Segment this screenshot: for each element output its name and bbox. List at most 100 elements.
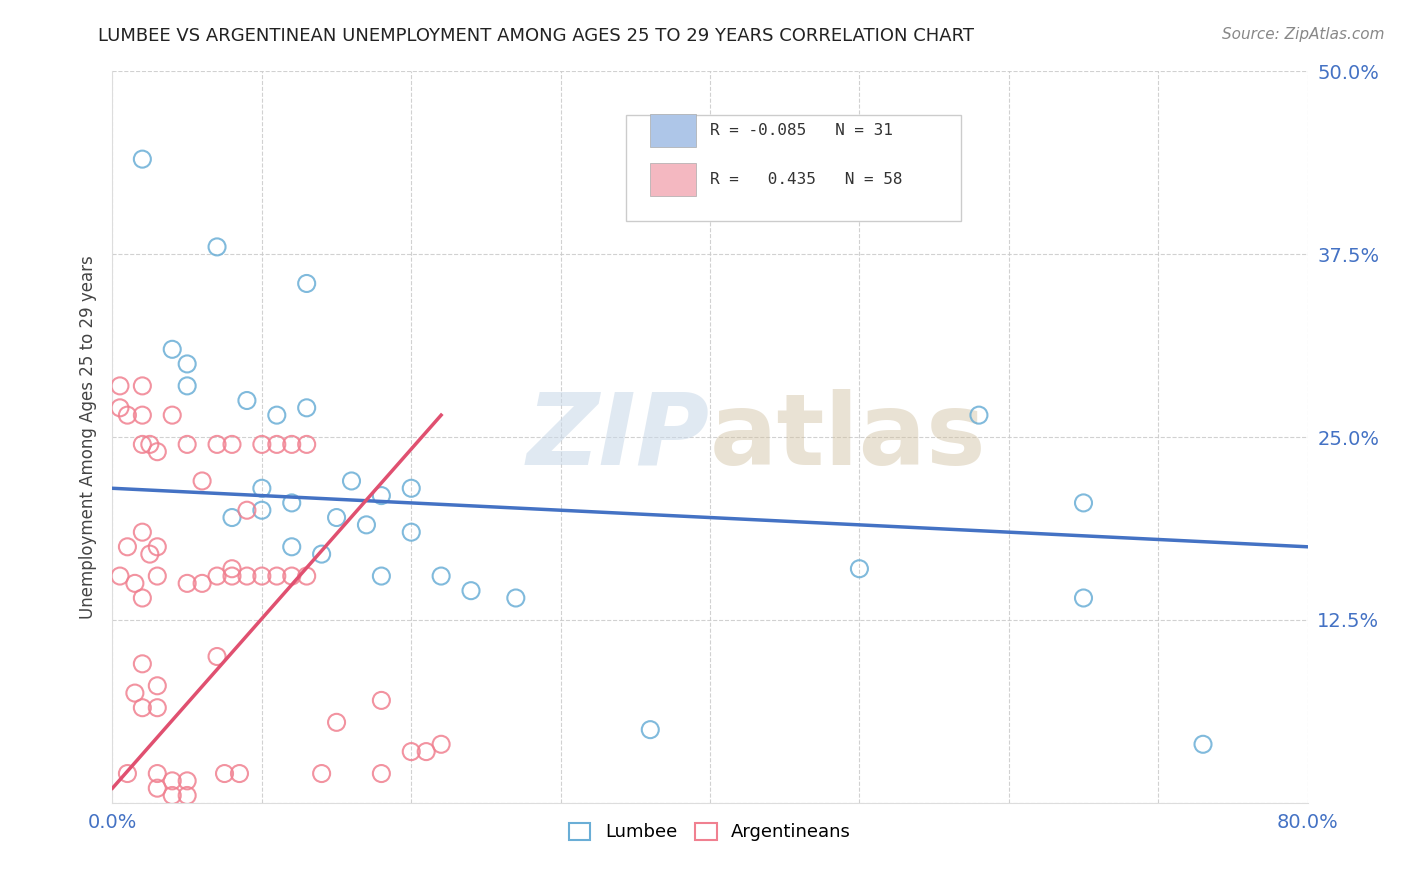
Text: R = -0.085   N = 31: R = -0.085 N = 31 xyxy=(710,122,893,137)
Point xyxy=(370,693,392,707)
Point xyxy=(340,474,363,488)
FancyBboxPatch shape xyxy=(627,115,962,221)
Point xyxy=(146,781,169,796)
Point xyxy=(131,408,153,422)
Point xyxy=(295,437,318,451)
Point xyxy=(356,517,378,532)
Point xyxy=(205,569,228,583)
Point xyxy=(236,393,259,408)
FancyBboxPatch shape xyxy=(651,113,696,146)
Text: R =   0.435   N = 58: R = 0.435 N = 58 xyxy=(710,172,903,187)
Point xyxy=(162,408,183,422)
Point xyxy=(162,789,183,803)
Point xyxy=(176,576,198,591)
Point xyxy=(176,357,198,371)
Point xyxy=(191,474,214,488)
Text: atlas: atlas xyxy=(710,389,987,485)
Point xyxy=(236,503,259,517)
Point xyxy=(108,401,131,415)
Point xyxy=(401,525,423,540)
Text: LUMBEE VS ARGENTINEAN UNEMPLOYMENT AMONG AGES 25 TO 29 YEARS CORRELATION CHART: LUMBEE VS ARGENTINEAN UNEMPLOYMENT AMONG… xyxy=(98,27,974,45)
Point xyxy=(311,766,333,780)
Point xyxy=(848,562,870,576)
Point xyxy=(250,481,273,495)
Point xyxy=(131,152,153,166)
Point xyxy=(221,569,243,583)
Point xyxy=(131,437,153,451)
Point xyxy=(146,444,169,458)
Point xyxy=(124,686,146,700)
Point xyxy=(236,569,259,583)
Point xyxy=(131,700,153,714)
Point xyxy=(401,745,423,759)
Point xyxy=(250,503,273,517)
Point xyxy=(281,569,304,583)
Point xyxy=(295,277,318,291)
Point xyxy=(205,240,228,254)
Point xyxy=(191,576,214,591)
Text: Source: ZipAtlas.com: Source: ZipAtlas.com xyxy=(1222,27,1385,42)
Point xyxy=(146,569,169,583)
Point xyxy=(117,766,139,780)
Point xyxy=(370,569,392,583)
Point xyxy=(281,496,304,510)
FancyBboxPatch shape xyxy=(651,163,696,196)
Point xyxy=(214,766,236,780)
Point xyxy=(205,437,228,451)
Point xyxy=(124,576,146,591)
Point xyxy=(108,379,131,393)
Point xyxy=(162,773,183,788)
Point xyxy=(1073,496,1095,510)
Point xyxy=(146,540,169,554)
Point xyxy=(460,583,482,598)
Point xyxy=(131,591,153,605)
Point xyxy=(131,379,153,393)
Point xyxy=(281,437,304,451)
Point xyxy=(266,408,288,422)
Point xyxy=(401,481,423,495)
Point xyxy=(1073,591,1095,605)
Point xyxy=(325,510,347,524)
Point xyxy=(250,569,273,583)
Point xyxy=(1192,737,1215,751)
Point xyxy=(131,525,153,540)
Point xyxy=(117,408,139,422)
Legend: Lumbee, Argentineans: Lumbee, Argentineans xyxy=(561,815,859,848)
Point xyxy=(139,437,162,451)
Point xyxy=(221,437,243,451)
Text: ZIP: ZIP xyxy=(527,389,710,485)
Point xyxy=(250,437,273,451)
Y-axis label: Unemployment Among Ages 25 to 29 years: Unemployment Among Ages 25 to 29 years xyxy=(79,255,97,619)
Point xyxy=(325,715,347,730)
Point xyxy=(146,766,169,780)
Point xyxy=(640,723,662,737)
Point xyxy=(430,737,453,751)
Point xyxy=(131,657,153,671)
Point xyxy=(370,489,392,503)
Point xyxy=(281,540,304,554)
Point xyxy=(311,547,333,561)
Point xyxy=(176,437,198,451)
Point xyxy=(176,773,198,788)
Point xyxy=(430,569,453,583)
Point xyxy=(266,437,288,451)
Point xyxy=(205,649,228,664)
Point xyxy=(266,569,288,583)
Point xyxy=(967,408,990,422)
Point xyxy=(139,547,162,561)
Point xyxy=(221,562,243,576)
Point xyxy=(176,789,198,803)
Point xyxy=(505,591,527,605)
Point xyxy=(176,379,198,393)
Point xyxy=(117,540,139,554)
Point xyxy=(295,401,318,415)
Point xyxy=(295,569,318,583)
Point xyxy=(108,569,131,583)
Point xyxy=(415,745,437,759)
Point xyxy=(228,766,250,780)
Point xyxy=(146,679,169,693)
Point xyxy=(162,343,183,357)
Point xyxy=(221,510,243,524)
Point xyxy=(146,700,169,714)
Point xyxy=(370,766,392,780)
